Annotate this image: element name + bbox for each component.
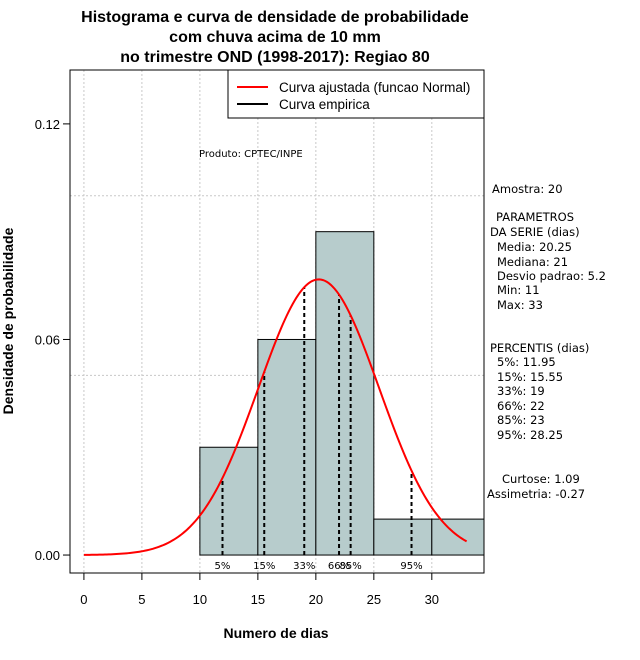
mediana-text: Mediana: 21 bbox=[497, 255, 568, 269]
produto-label: Produto: CPTEC/INPE bbox=[199, 149, 303, 160]
x-tick-label: 15 bbox=[251, 592, 265, 607]
percentile-label: 66% bbox=[328, 561, 350, 572]
p33-text: 33%: 19 bbox=[497, 384, 545, 398]
percentile-lines: 5% 15% 33% 66%85% 95% bbox=[215, 287, 423, 572]
p95-text: 95%: 28.25 bbox=[497, 428, 563, 442]
percentile-label: 85% bbox=[340, 561, 362, 572]
x-axis-label: Numero de dias bbox=[223, 625, 328, 641]
x-axis: 0 5 10 15 20 25 30 bbox=[80, 572, 439, 607]
max-text: Max: 33 bbox=[497, 298, 543, 312]
normal-curve-line bbox=[83, 278, 468, 556]
percentile-label: 33% bbox=[293, 561, 315, 572]
assimetria-text: Assimetria: -0.27 bbox=[487, 487, 585, 501]
p15-text: 15%: 15.55 bbox=[497, 370, 563, 384]
legend: Curva ajustada (funcao Normal) Curva emp… bbox=[227, 69, 485, 119]
chart-title-line-2: com chuva acima de 10 mm bbox=[169, 29, 381, 46]
p85-text: 85%: 23 bbox=[497, 413, 545, 427]
media-text: Media: 20.25 bbox=[497, 240, 572, 254]
curtose-text: Curtose: 1.09 bbox=[502, 472, 580, 486]
min-text: Min: 11 bbox=[497, 283, 540, 297]
x-tick-label: 30 bbox=[425, 592, 439, 607]
x-tick-label: 0 bbox=[80, 592, 87, 607]
y-tick-label: 0.12 bbox=[35, 117, 60, 132]
percentile-label: 15% bbox=[253, 561, 275, 572]
legend-label-empirica: Curva empirica bbox=[279, 97, 370, 112]
amostra-text: Amostra: 20 bbox=[492, 182, 563, 196]
param-title-1: PARAMETROS bbox=[496, 210, 574, 224]
p5-text: 5%: 11.95 bbox=[497, 355, 556, 369]
grid-lines bbox=[70, 70, 484, 573]
x-tick-label: 10 bbox=[193, 592, 207, 607]
chart-title-line-1: Histograma e curva de densidade de proba… bbox=[81, 9, 469, 26]
x-tick-label: 20 bbox=[309, 592, 323, 607]
desvio-text: Desvio padrao: 5.2 bbox=[497, 269, 606, 283]
y-axis-label: Densidade de probabilidade bbox=[0, 227, 16, 414]
histogram-bar bbox=[431, 518, 485, 556]
y-tick-label: 0.06 bbox=[35, 332, 60, 347]
x-tick-label: 25 bbox=[367, 592, 381, 607]
x-tick-label: 5 bbox=[138, 592, 145, 607]
legend-box bbox=[227, 69, 485, 119]
param-title-2: DA SERIE (dias) bbox=[490, 225, 580, 239]
percentile-label: 5% bbox=[215, 561, 231, 572]
histogram-bar bbox=[373, 518, 433, 556]
histogram-bars bbox=[199, 231, 485, 556]
chart-title-line-3: no trimestre OND (1998-2017): Regiao 80 bbox=[120, 49, 430, 66]
histogram-bar bbox=[315, 231, 375, 556]
percentile-label: 95% bbox=[400, 561, 422, 572]
y-axis: 0.00 0.06 0.12 bbox=[35, 117, 71, 563]
legend-label-normal: Curva ajustada (funcao Normal) bbox=[279, 80, 470, 95]
y-tick-label: 0.00 bbox=[35, 548, 60, 563]
side-panel: Amostra: 20 PARAMETROS DA SERIE (dias) M… bbox=[487, 182, 606, 501]
histogram-bar bbox=[257, 338, 317, 556]
percentis-title: PERCENTIS (dias) bbox=[490, 341, 589, 355]
p66-text: 66%: 22 bbox=[497, 399, 545, 413]
